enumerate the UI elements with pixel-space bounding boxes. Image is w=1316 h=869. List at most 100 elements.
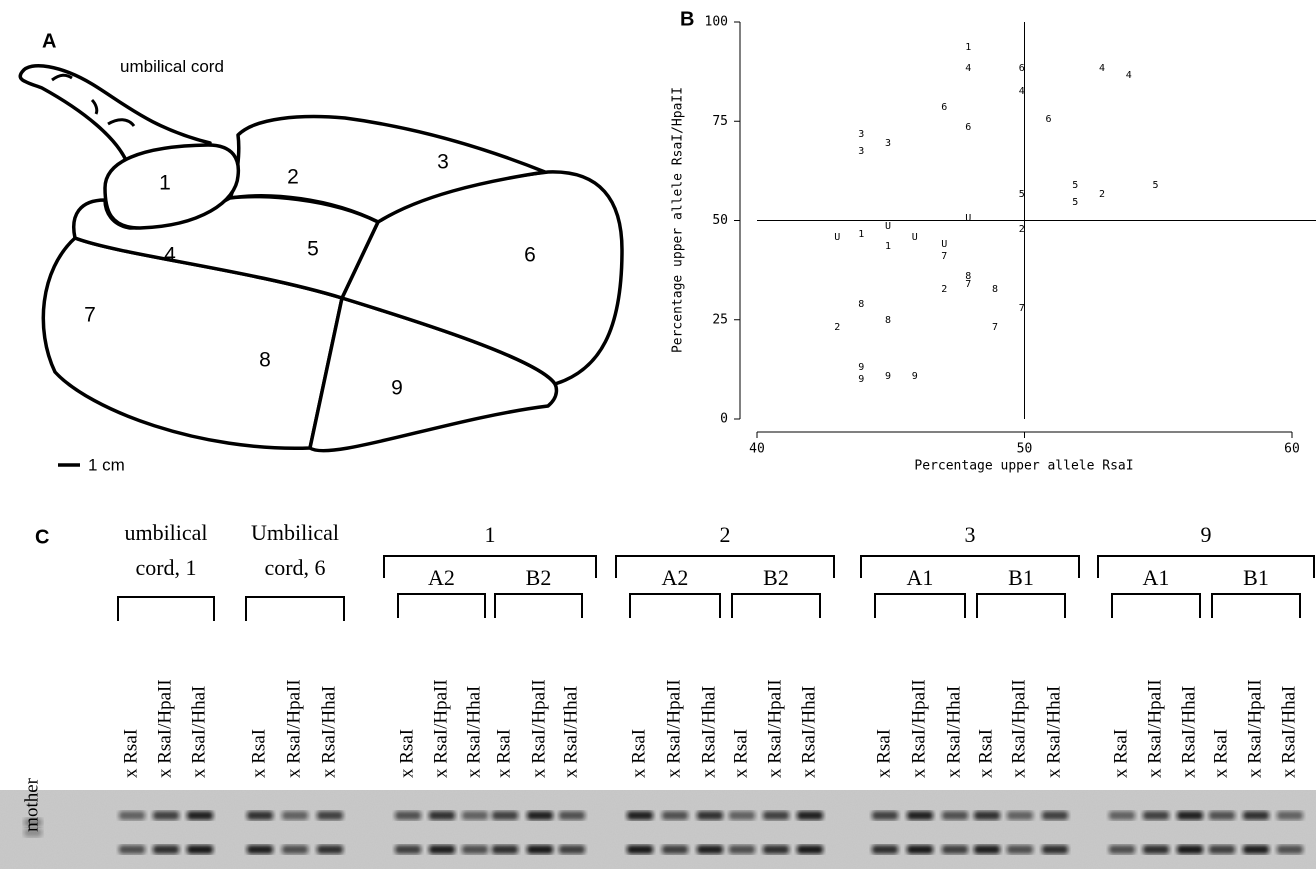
band: [1177, 811, 1203, 820]
band: [1209, 811, 1235, 820]
lane-label: x RsaI: [873, 729, 894, 778]
region-label: 6: [524, 244, 536, 267]
band: [317, 845, 343, 854]
band: [662, 845, 688, 854]
point-marker: 3: [885, 138, 891, 149]
subgroup-label: A2: [662, 565, 689, 590]
region-label: 4: [164, 244, 176, 267]
group-title: Umbilical: [251, 520, 339, 545]
bracket: [1211, 593, 1301, 618]
band: [1143, 811, 1169, 820]
point-marker: 9: [912, 371, 918, 382]
point-marker: 6: [1019, 63, 1025, 74]
panel-label: B: [680, 8, 694, 30]
lane-label: x RsaI/HhaI: [318, 686, 339, 778]
band: [907, 811, 933, 820]
lane-label: x RsaI/HhaI: [463, 686, 484, 778]
lane-label: x RsaI/HpaII: [1244, 679, 1265, 778]
point-marker: 5: [1019, 189, 1025, 200]
point-marker: 5: [1072, 180, 1078, 191]
band: [317, 811, 343, 820]
band: [797, 845, 823, 854]
bracket: [383, 555, 597, 578]
point-marker: 2: [941, 284, 947, 295]
scale-label: 1 cm: [88, 455, 125, 474]
band: [1243, 811, 1269, 820]
gel-noise: [0, 790, 1316, 869]
point-marker: 8: [965, 271, 971, 282]
point-marker: 2: [1019, 224, 1025, 235]
band: [462, 845, 488, 854]
region-label: 5: [307, 238, 319, 261]
band: [1007, 811, 1033, 820]
panel-label: A: [42, 30, 56, 52]
point-marker: 4: [965, 63, 971, 74]
y-tick-label: 100: [705, 15, 728, 30]
region-label: 9: [391, 377, 403, 400]
lane-label: x RsaI: [975, 729, 996, 778]
placenta-diagram: [18, 64, 624, 467]
band: [559, 811, 585, 820]
bracket: [731, 593, 821, 618]
group-title: 2: [720, 522, 731, 547]
region-label: 1: [159, 172, 171, 195]
point-marker: 3: [858, 146, 864, 157]
group-title: cord, 6: [264, 555, 325, 580]
point-marker: 1: [858, 229, 864, 240]
lane-label: x RsaI/HhaI: [698, 686, 719, 778]
bracket: [860, 555, 1080, 578]
bracket: [976, 593, 1066, 618]
band: [907, 845, 933, 854]
band: [1177, 845, 1203, 854]
subgroup-label: A1: [907, 565, 934, 590]
y-axis-title: Percentage upper allele RsaI/HpaII: [671, 87, 686, 353]
lane-label: x RsaI/HhaI: [798, 686, 819, 778]
lane-label: x RsaI/HhaI: [1178, 686, 1199, 778]
point-marker: 7: [1019, 303, 1025, 314]
band: [1109, 845, 1135, 854]
y-tick-label: 25: [712, 312, 728, 327]
bracket: [494, 593, 583, 618]
band: [1243, 845, 1269, 854]
point-marker: 7: [965, 279, 971, 290]
lane-label: x RsaI: [628, 729, 649, 778]
cord-label: umbilical cord: [120, 57, 224, 76]
gel-bands: [24, 811, 1303, 854]
lane-label: x RsaI/HhaI: [560, 686, 581, 778]
band: [697, 811, 723, 820]
bracket: [629, 593, 721, 618]
band: [492, 845, 518, 854]
band: [187, 845, 213, 854]
lane-label: x RsaI/HpaII: [1008, 679, 1029, 778]
band: [559, 845, 585, 854]
subgroup-label: B2: [526, 565, 552, 590]
band: [763, 845, 789, 854]
band: [492, 811, 518, 820]
bracket: [615, 555, 835, 578]
point-marker: 3: [858, 129, 864, 140]
point-marker: 8: [992, 284, 998, 295]
band: [395, 845, 421, 854]
band: [527, 811, 553, 820]
bracket: [245, 596, 345, 621]
band: [1109, 811, 1135, 820]
band: [974, 845, 1000, 854]
band: [872, 811, 898, 820]
band: [974, 811, 1000, 820]
subgroup-label: A1: [1143, 565, 1170, 590]
band: [153, 845, 179, 854]
point-marker: U: [941, 239, 947, 250]
point-marker: 9: [858, 374, 864, 385]
band: [187, 811, 213, 820]
bracket: [874, 593, 966, 618]
point-marker: 1: [885, 241, 891, 252]
panel-label: C: [35, 526, 49, 548]
band: [729, 845, 755, 854]
band: [697, 845, 723, 854]
bracket: [1111, 593, 1201, 618]
point-marker: 4: [1019, 86, 1025, 97]
band: [247, 845, 273, 854]
point-marker: U: [965, 213, 971, 224]
point-marker: 6: [941, 102, 947, 113]
